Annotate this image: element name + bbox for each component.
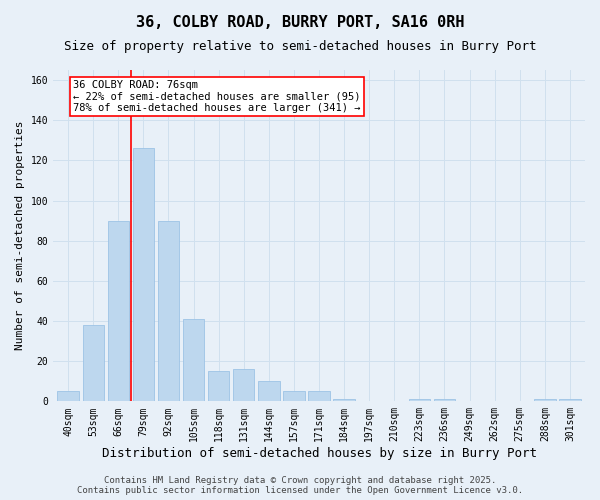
Bar — [83, 325, 104, 402]
X-axis label: Distribution of semi-detached houses by size in Burry Port: Distribution of semi-detached houses by … — [101, 447, 536, 460]
Y-axis label: Number of semi-detached properties: Number of semi-detached properties — [15, 121, 25, 350]
Text: Size of property relative to semi-detached houses in Burry Port: Size of property relative to semi-detach… — [64, 40, 536, 53]
Bar — [208, 371, 229, 402]
Bar — [409, 400, 430, 402]
Bar — [559, 400, 581, 402]
Text: Contains HM Land Registry data © Crown copyright and database right 2025.
Contai: Contains HM Land Registry data © Crown c… — [77, 476, 523, 495]
Bar — [58, 392, 79, 402]
Bar — [434, 400, 455, 402]
Bar — [283, 392, 305, 402]
Bar — [308, 392, 329, 402]
Bar — [233, 369, 254, 402]
Bar — [183, 319, 204, 402]
Text: 36, COLBY ROAD, BURRY PORT, SA16 0RH: 36, COLBY ROAD, BURRY PORT, SA16 0RH — [136, 15, 464, 30]
Bar — [534, 400, 556, 402]
Text: 36 COLBY ROAD: 76sqm
← 22% of semi-detached houses are smaller (95)
78% of semi-: 36 COLBY ROAD: 76sqm ← 22% of semi-detac… — [73, 80, 361, 113]
Bar — [258, 382, 280, 402]
Bar — [133, 148, 154, 402]
Bar — [334, 400, 355, 402]
Bar — [107, 220, 129, 402]
Bar — [158, 220, 179, 402]
